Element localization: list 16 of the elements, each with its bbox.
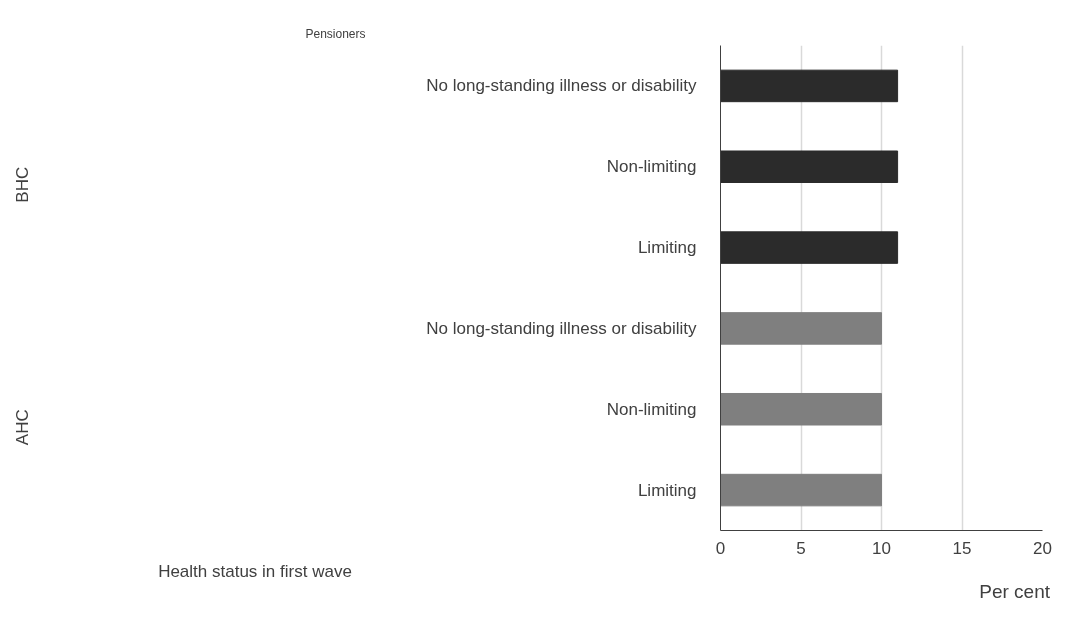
- text: Pensioners: [305, 26, 366, 41]
- y-tick-label: Limiting: [637, 238, 697, 258]
- y-tick-label: Non-limiting: [606, 399, 697, 419]
- x-tick-label: 10: [872, 538, 891, 558]
- y-tick-label: Non-limiting: [606, 157, 697, 177]
- x-tick-label: 0: [715, 538, 726, 558]
- y-tick-label: Limiting: [637, 480, 697, 500]
- text: BHC: [13, 166, 32, 203]
- y-tick-label: No long-standing illness or disability: [426, 76, 697, 96]
- x-tick-label: 5: [796, 538, 806, 558]
- x-tick-label: 20: [1033, 538, 1052, 558]
- x-axis-title: Per cent: [979, 580, 1050, 604]
- y-tick-label: No long-standing illness or disability: [426, 318, 697, 338]
- x-tick-label: 15: [952, 538, 972, 558]
- y-axis-title: Health status in first wave: [158, 561, 352, 583]
- text: AHC: [13, 409, 32, 446]
